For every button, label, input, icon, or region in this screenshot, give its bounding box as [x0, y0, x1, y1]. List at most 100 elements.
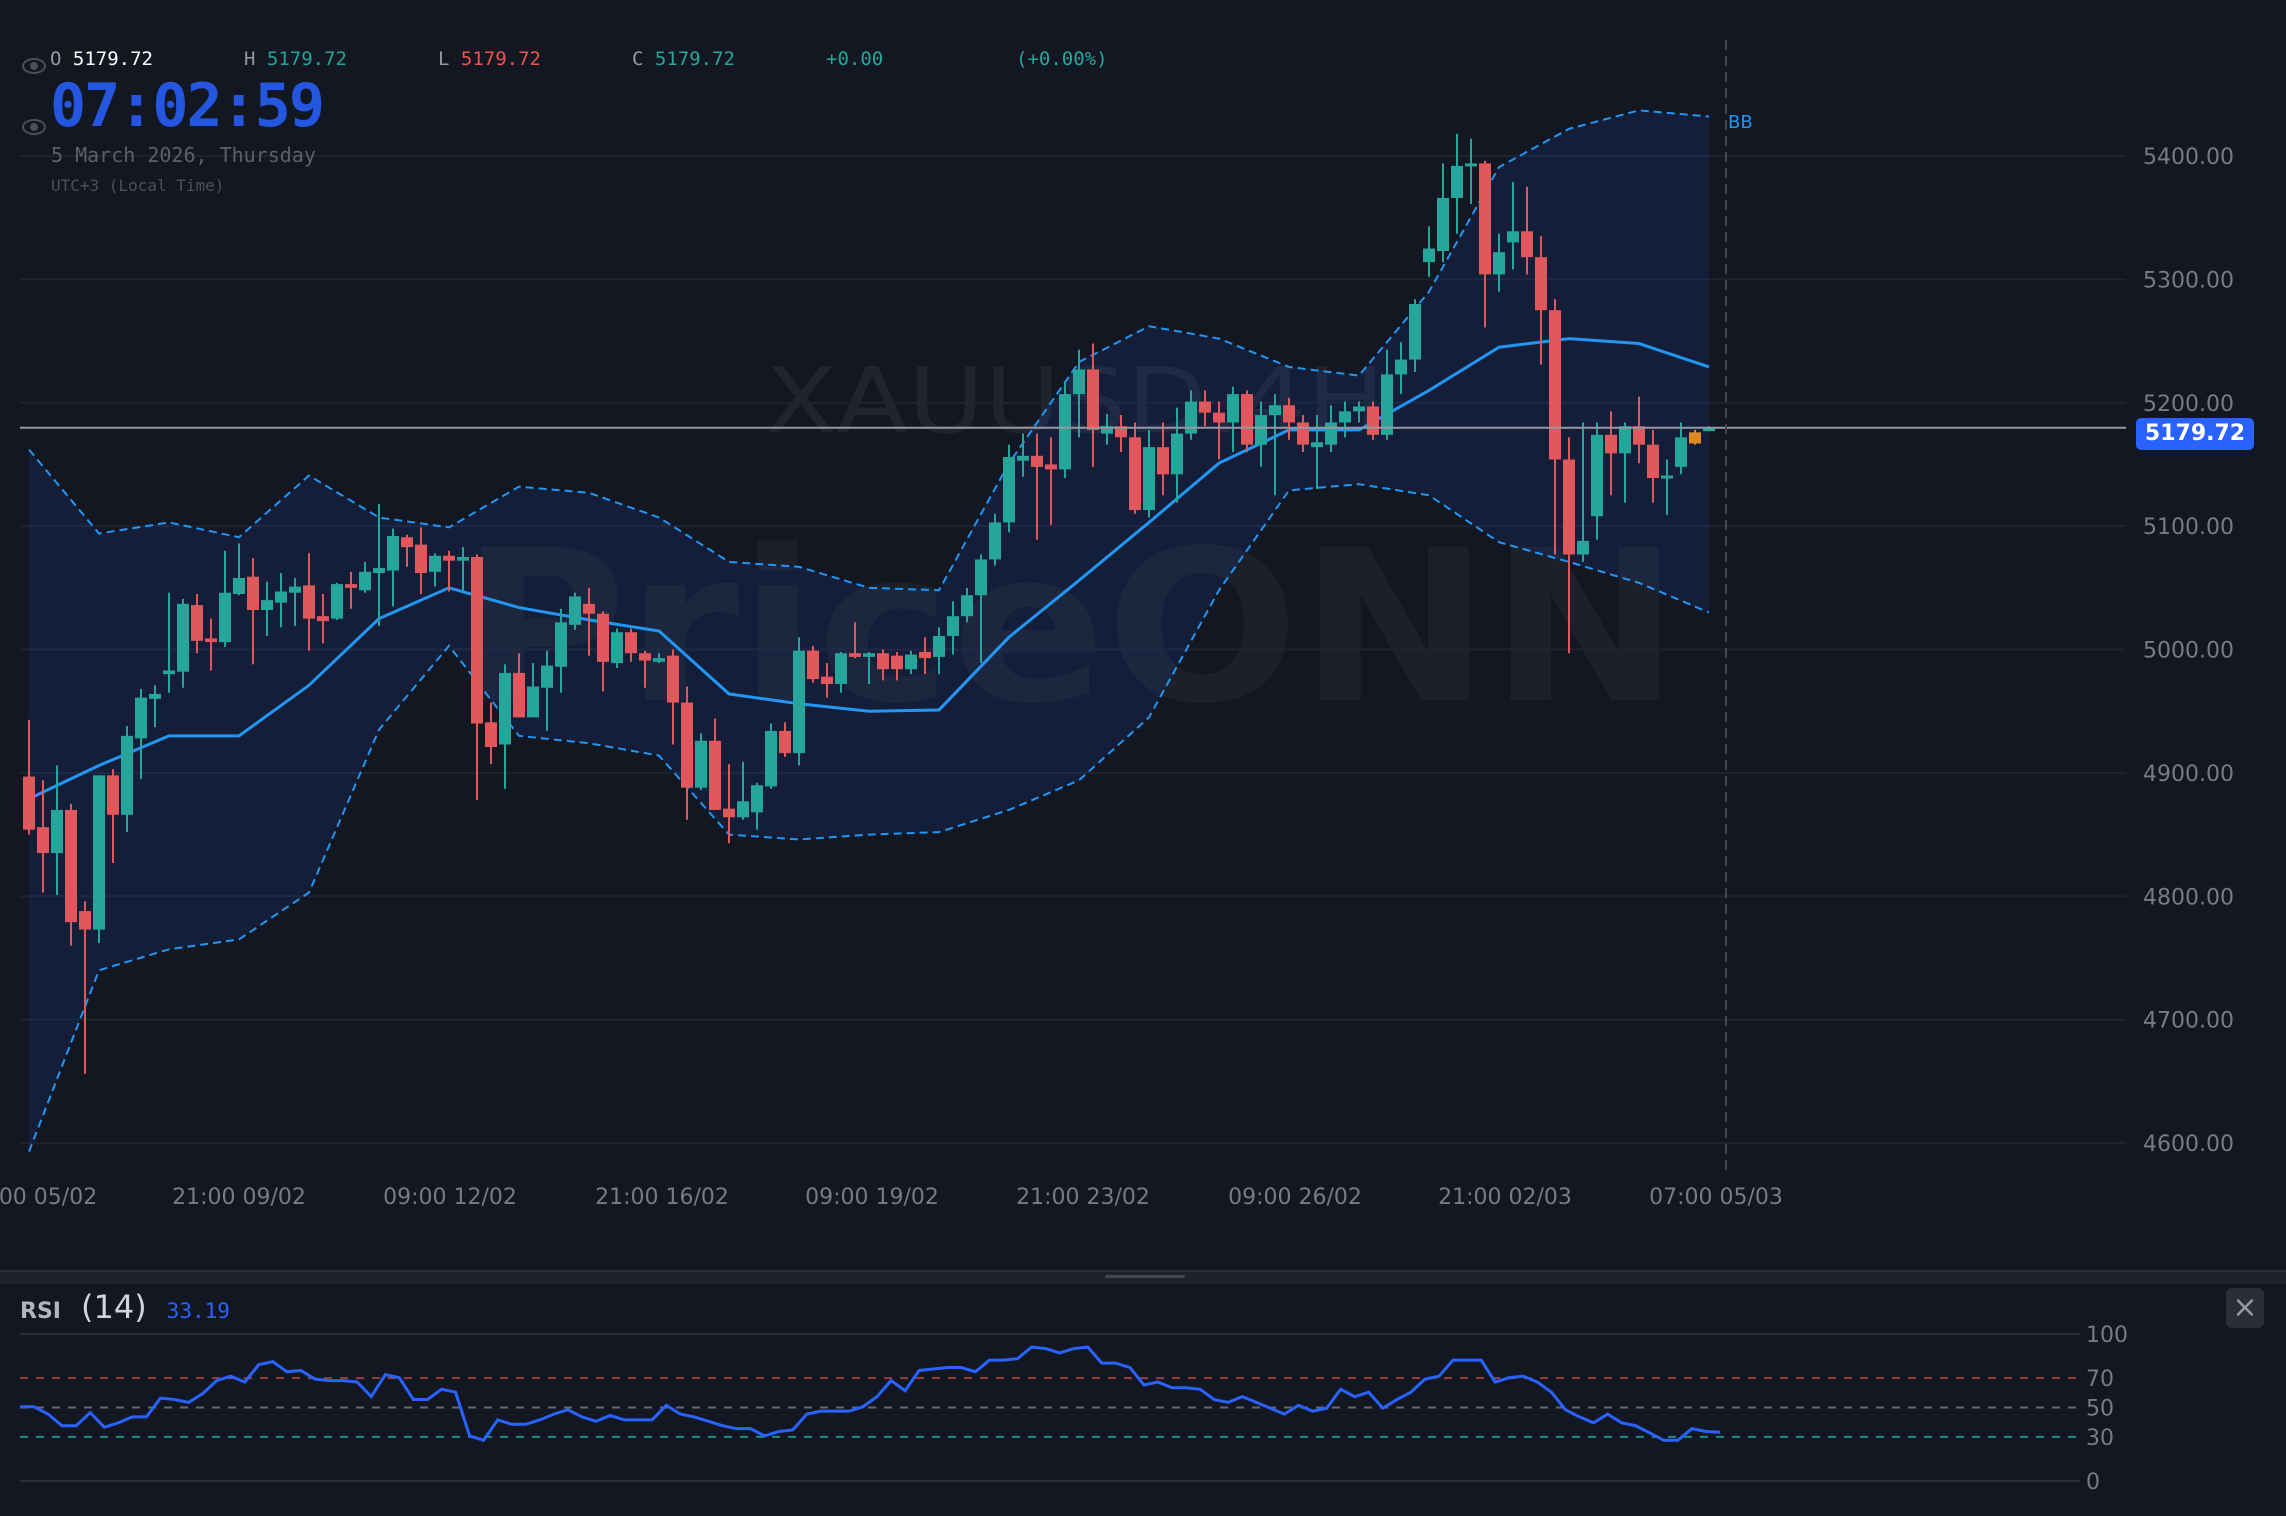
candle-body — [765, 730, 777, 787]
candle-body — [415, 544, 427, 574]
candle-body — [1199, 401, 1211, 413]
candle-body — [1549, 310, 1561, 460]
candle — [121, 725, 133, 833]
candle — [1605, 411, 1617, 496]
candle — [1535, 236, 1547, 365]
candle-body — [597, 613, 609, 662]
rsi-length: (14) — [80, 1288, 147, 1326]
candle-body — [1143, 447, 1155, 511]
candle — [1591, 422, 1603, 540]
candle — [751, 782, 763, 830]
candle — [135, 688, 147, 780]
candle-body — [1661, 475, 1673, 479]
candle — [485, 702, 497, 765]
candles — [23, 133, 1715, 1074]
candle-body — [429, 555, 441, 572]
candle-body — [961, 595, 973, 617]
candle — [1633, 396, 1645, 464]
candle-body — [471, 556, 483, 724]
time-axis-label: 21:00 16/02 — [595, 1185, 729, 1210]
candle — [667, 649, 679, 745]
rsi-pane: 100 70 50 30 0 — [0, 1270, 2286, 1495]
candle-body — [275, 591, 287, 603]
candle-body — [149, 693, 161, 699]
candle-body — [163, 670, 175, 675]
candle-body — [1003, 457, 1015, 523]
open-value: 5179.72 — [72, 48, 153, 70]
candle — [625, 628, 637, 662]
candle-body — [919, 651, 931, 659]
candle — [177, 598, 189, 688]
candle — [1661, 459, 1673, 516]
candle — [1493, 233, 1505, 292]
candle-body — [1311, 442, 1323, 448]
candle-body — [1647, 444, 1659, 479]
candle — [765, 723, 777, 789]
candle — [1675, 422, 1687, 475]
candle — [1409, 299, 1421, 372]
clock-timezone: UTC+3 (Local Time) — [51, 176, 225, 195]
rsi-axis-label: 70 — [2086, 1367, 2114, 1392]
candle — [233, 543, 245, 596]
eye-icon[interactable] — [22, 119, 46, 135]
candle-body — [1115, 426, 1127, 438]
candle — [793, 637, 805, 766]
candle — [583, 587, 595, 656]
rsi-axis-label: 100 — [2086, 1323, 2128, 1348]
candle-body — [51, 809, 63, 854]
candle-body — [1577, 540, 1589, 555]
candle — [429, 553, 441, 587]
candle-body — [79, 911, 91, 930]
candle-body — [863, 653, 875, 657]
candle — [569, 592, 581, 630]
candle — [1479, 160, 1491, 328]
candle — [863, 651, 875, 685]
candle — [1689, 429, 1701, 445]
candle — [373, 503, 385, 627]
close-rsi-button[interactable]: × — [2226, 1288, 2264, 1328]
candle — [653, 653, 665, 664]
candle-body — [485, 722, 497, 747]
candle — [947, 601, 959, 655]
candle — [1647, 429, 1659, 503]
candle-body — [1227, 394, 1239, 423]
candle-body — [1059, 394, 1071, 470]
candle — [1619, 422, 1631, 503]
candle-body — [1269, 405, 1281, 416]
candle-body — [107, 775, 119, 815]
candle-body — [1255, 415, 1267, 445]
candle — [681, 686, 693, 820]
candle — [401, 534, 413, 567]
bollinger-bands: BB — [28, 109, 1753, 1153]
candle-body — [513, 672, 525, 718]
candle-body — [737, 801, 749, 818]
candle — [499, 664, 511, 789]
candle-body — [331, 584, 343, 619]
candle-body — [1633, 426, 1645, 445]
candle — [1213, 401, 1225, 460]
candle-body — [1325, 422, 1337, 445]
candle — [1255, 401, 1267, 467]
candle-body — [681, 702, 693, 788]
candle-body — [387, 535, 399, 571]
price-axis-label: 4800.00 — [2143, 885, 2234, 910]
candle-body — [1591, 434, 1603, 517]
time-axis-label: 21:00 02/03 — [1438, 1185, 1572, 1210]
rsi-axis-label: 30 — [2086, 1426, 2114, 1451]
candle — [821, 663, 833, 698]
candle — [415, 527, 427, 594]
eye-icon[interactable] — [22, 58, 46, 74]
axes: 5400.00 5300.00 5200.00 5100.00 5000.00 4900.… — [0, 40, 2234, 1210]
time-axis-label: 21:00 23/02 — [1016, 1185, 1150, 1210]
candle — [597, 611, 609, 692]
low-value: 5179.72 — [460, 48, 541, 70]
change-value: +0.00 — [826, 48, 884, 70]
clock-date: 5 March 2026, Thursday — [51, 143, 316, 167]
change-percent: (+0.00%) — [1016, 48, 1108, 70]
candle-body — [891, 655, 903, 670]
candle-body — [93, 775, 105, 930]
candle-body — [583, 603, 595, 614]
candle-body — [373, 568, 385, 574]
candle-body — [219, 592, 231, 643]
